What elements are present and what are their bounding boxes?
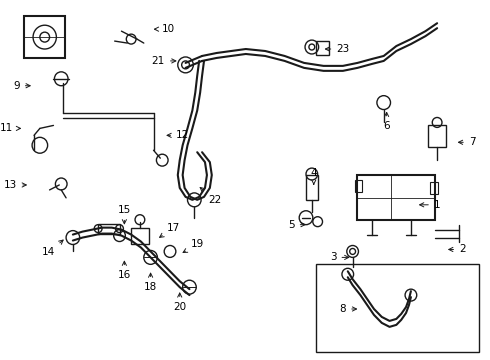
Text: 7: 7 [459, 137, 475, 147]
Bar [131, 228, 148, 243]
Text: 23: 23 [325, 44, 349, 54]
Text: 14: 14 [42, 240, 63, 257]
Text: 4: 4 [311, 168, 317, 184]
Text: 11: 11 [0, 123, 21, 134]
Text: 17: 17 [160, 222, 180, 237]
Text: 6: 6 [383, 112, 390, 131]
Bar [316, 41, 329, 55]
Text: 22: 22 [200, 188, 221, 205]
Bar [306, 175, 318, 200]
Text: 18: 18 [144, 273, 157, 292]
Text: 21: 21 [152, 56, 176, 66]
Text: 2: 2 [449, 244, 466, 255]
Text: 13: 13 [4, 180, 26, 190]
Text: 3: 3 [330, 252, 349, 262]
Text: 20: 20 [173, 293, 186, 312]
Text: 12: 12 [167, 130, 189, 140]
Text: 10: 10 [154, 24, 174, 34]
Bar [430, 182, 438, 194]
Bar [316, 264, 479, 352]
Text: 9: 9 [13, 81, 30, 91]
Bar [98, 224, 120, 234]
Bar [428, 125, 446, 147]
Text: 1: 1 [419, 200, 441, 210]
Text: 8: 8 [340, 304, 357, 314]
Text: 16: 16 [118, 261, 131, 280]
Bar [358, 175, 435, 220]
Bar [355, 180, 362, 192]
Bar [24, 16, 65, 58]
Text: 5: 5 [288, 220, 305, 230]
Text: 15: 15 [118, 205, 131, 224]
Text: 19: 19 [183, 239, 204, 252]
